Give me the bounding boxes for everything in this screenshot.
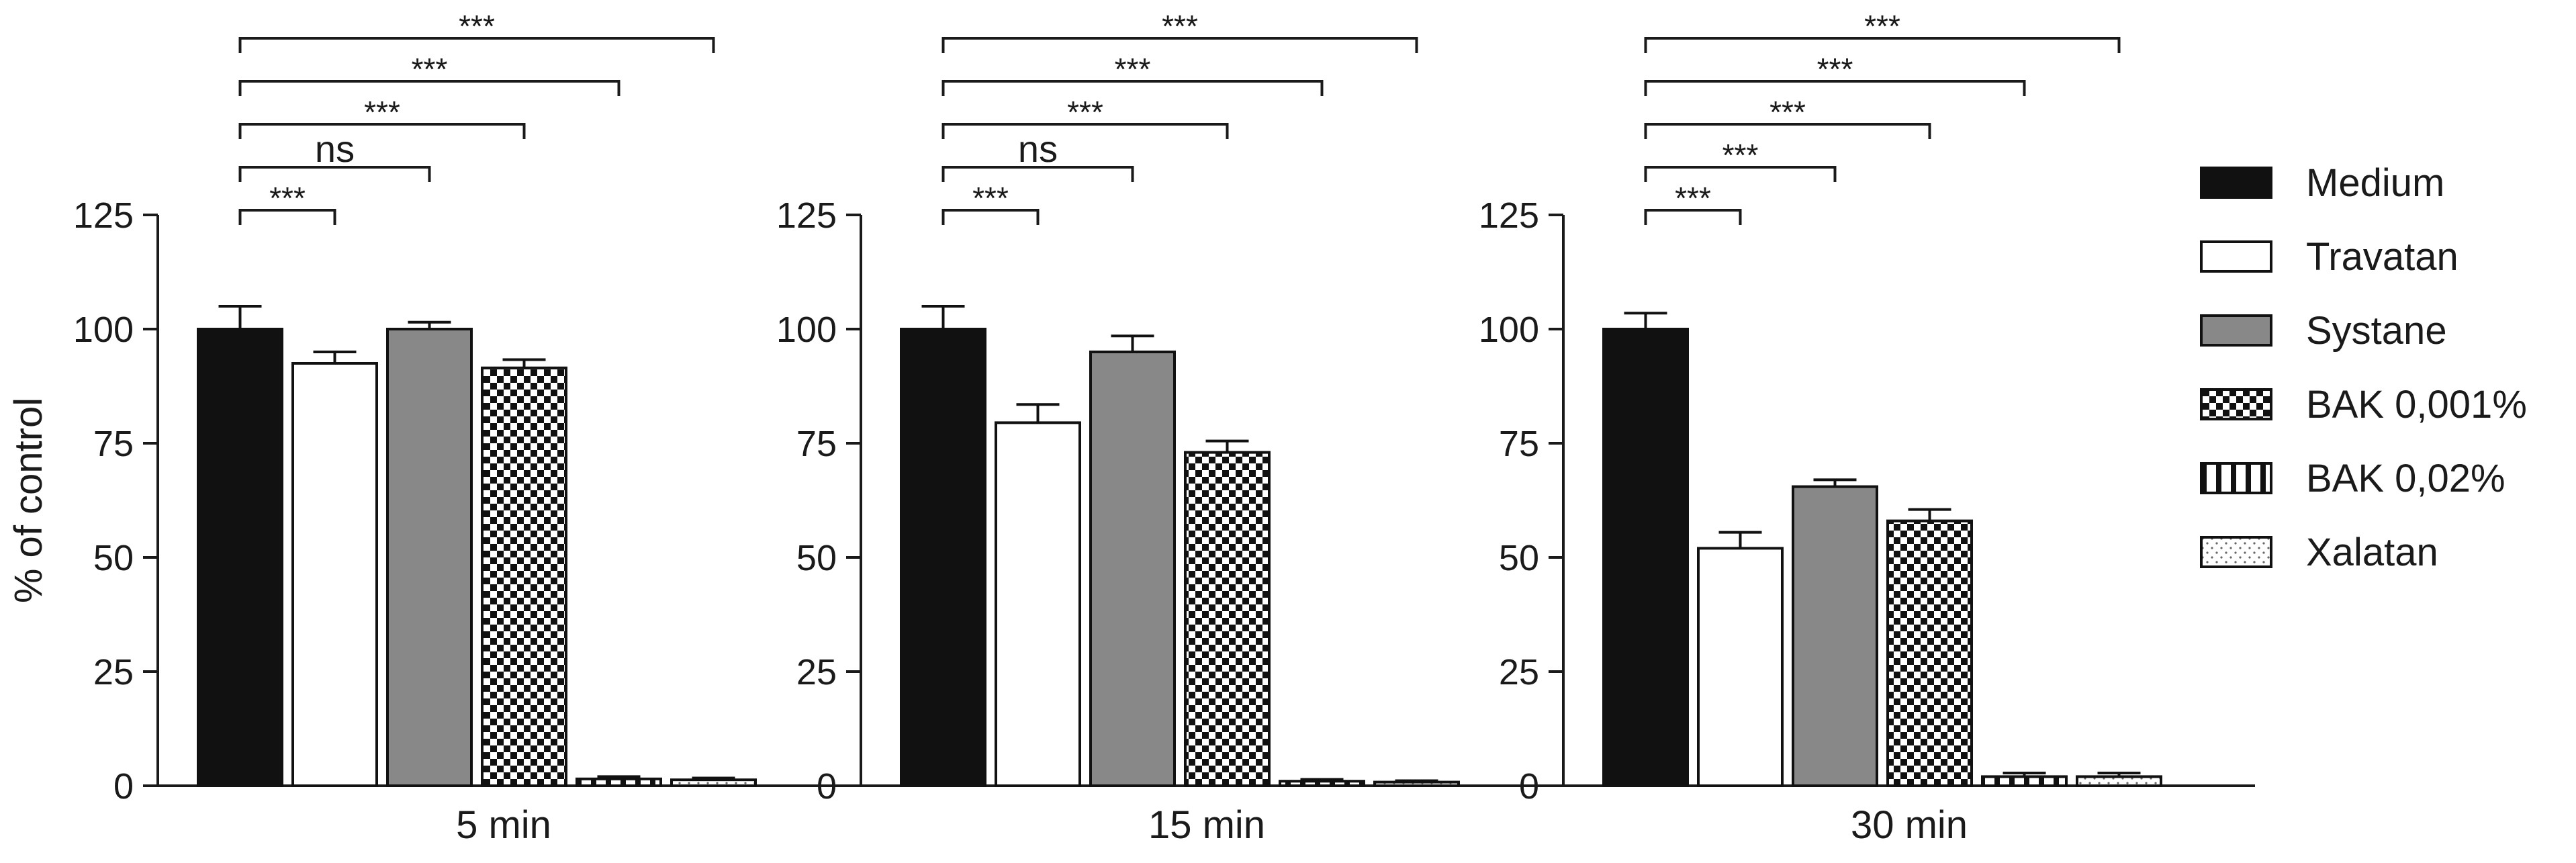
y-tick-label: 25	[1499, 652, 1539, 692]
legend-label: BAK 0,02%	[2306, 457, 2505, 500]
bar-bak-0-001-	[1184, 451, 1271, 787]
significance-label: ***	[412, 52, 448, 87]
significance-label: ***	[364, 95, 400, 130]
bar-travatan	[995, 421, 1081, 787]
panel-1: 0 25 50 75 100 125 15 min *** ns *** *** ***	[776, 9, 1553, 847]
panel-0: 0 25 50 75 100 125 5 min *** ns *** *** ***	[73, 9, 849, 847]
significance-label: ***	[1067, 95, 1103, 130]
significance-label: ***	[269, 181, 306, 216]
bar-travatan	[291, 362, 378, 787]
bar-systane	[386, 328, 473, 787]
legend-swatch	[2200, 536, 2272, 568]
significance-bracket	[238, 80, 620, 96]
legend-swatch	[2200, 388, 2272, 420]
significance-bracket	[1644, 80, 2026, 96]
significance-bracket	[238, 37, 715, 53]
significance-bracket	[941, 123, 1229, 139]
significance-bracket	[1644, 166, 1837, 182]
legend-swatch	[2200, 462, 2272, 494]
y-tick-label: 75	[1499, 424, 1539, 464]
significance-label: ***	[1722, 138, 1759, 173]
bar-medium	[900, 328, 986, 787]
significance-label: ***	[459, 9, 495, 44]
bar-bak-0-001-	[481, 366, 567, 787]
y-tick-label: 125	[73, 195, 134, 236]
legend-label: Systane	[2306, 309, 2447, 353]
y-axis-title: % of control	[7, 398, 50, 603]
significance-bracket	[1644, 123, 1931, 139]
significance-label: ***	[1817, 52, 1853, 87]
y-tick-label: 100	[1479, 310, 1539, 350]
y-tick-label: 0	[817, 766, 837, 807]
y-tick-label: 75	[93, 424, 134, 464]
bar-medium	[1602, 328, 1689, 787]
y-tick-label: 100	[73, 310, 134, 350]
significance-bracket	[238, 123, 526, 139]
legend-swatch	[2200, 314, 2272, 347]
legend: Medium Travatan Systane BAK 0,001% BAK 0,02%…	[2200, 161, 2527, 574]
legend-swatch	[2200, 240, 2272, 273]
bar-xalatan	[2076, 775, 2162, 788]
y-tick-label: 75	[796, 424, 837, 464]
x-category-label: 15 min	[1148, 803, 1265, 847]
y-tick-label: 0	[113, 766, 134, 807]
significance-bracket	[1644, 37, 2121, 53]
significance-label: ns	[315, 128, 355, 170]
legend-label: Xalatan	[2306, 531, 2438, 574]
y-tick-label: 125	[1479, 195, 1539, 236]
y-tick-label: 0	[1519, 766, 1539, 807]
panel-2: 0 25 50 75 100 125 30 min *** *** *** *** ***	[1479, 9, 2255, 847]
y-tick-label: 25	[796, 652, 837, 692]
significance-label: ***	[1162, 9, 1198, 44]
significance-label: ***	[1769, 95, 1806, 130]
significance-label: ***	[972, 181, 1009, 216]
significance-bracket	[941, 37, 1418, 53]
y-tick-label: 25	[93, 652, 134, 692]
x-category-label: 5 min	[456, 803, 551, 847]
significance-bracket	[941, 80, 1324, 96]
significance-bracket	[238, 166, 431, 182]
significance-bracket	[238, 209, 336, 225]
y-tick-label: 50	[93, 538, 134, 578]
legend-label: Travatan	[2306, 235, 2458, 279]
bar-travatan	[1697, 547, 1784, 788]
bar-xalatan	[1373, 780, 1460, 788]
significance-label: ***	[1864, 9, 1900, 44]
bar-systane	[1792, 485, 1878, 787]
y-tick-label: 50	[1499, 538, 1539, 578]
y-tick-label: 50	[796, 538, 837, 578]
bar-bak-0-02-	[1279, 780, 1365, 787]
y-tick-label: 125	[776, 195, 837, 236]
legend-swatch	[2200, 167, 2272, 199]
legend-label: Medium	[2306, 161, 2444, 205]
significance-bracket	[941, 209, 1040, 225]
y-tick-label: 100	[776, 310, 837, 350]
bar-xalatan	[670, 778, 757, 788]
bar-bak-0-02-	[1981, 775, 2068, 788]
significance-label: ***	[1115, 52, 1151, 87]
x-category-label: 30 min	[1851, 803, 1968, 847]
bar-medium	[197, 328, 283, 787]
bar-bak-0-02-	[576, 777, 662, 788]
bar-bak-0-001-	[1886, 519, 1973, 787]
significance-label: ns	[1018, 128, 1058, 170]
significance-bracket	[941, 166, 1134, 182]
bar-systane	[1089, 351, 1176, 787]
significance-bracket	[1644, 209, 1742, 225]
significance-label: ***	[1675, 181, 1711, 216]
legend-label: BAK 0,001%	[2306, 383, 2527, 426]
